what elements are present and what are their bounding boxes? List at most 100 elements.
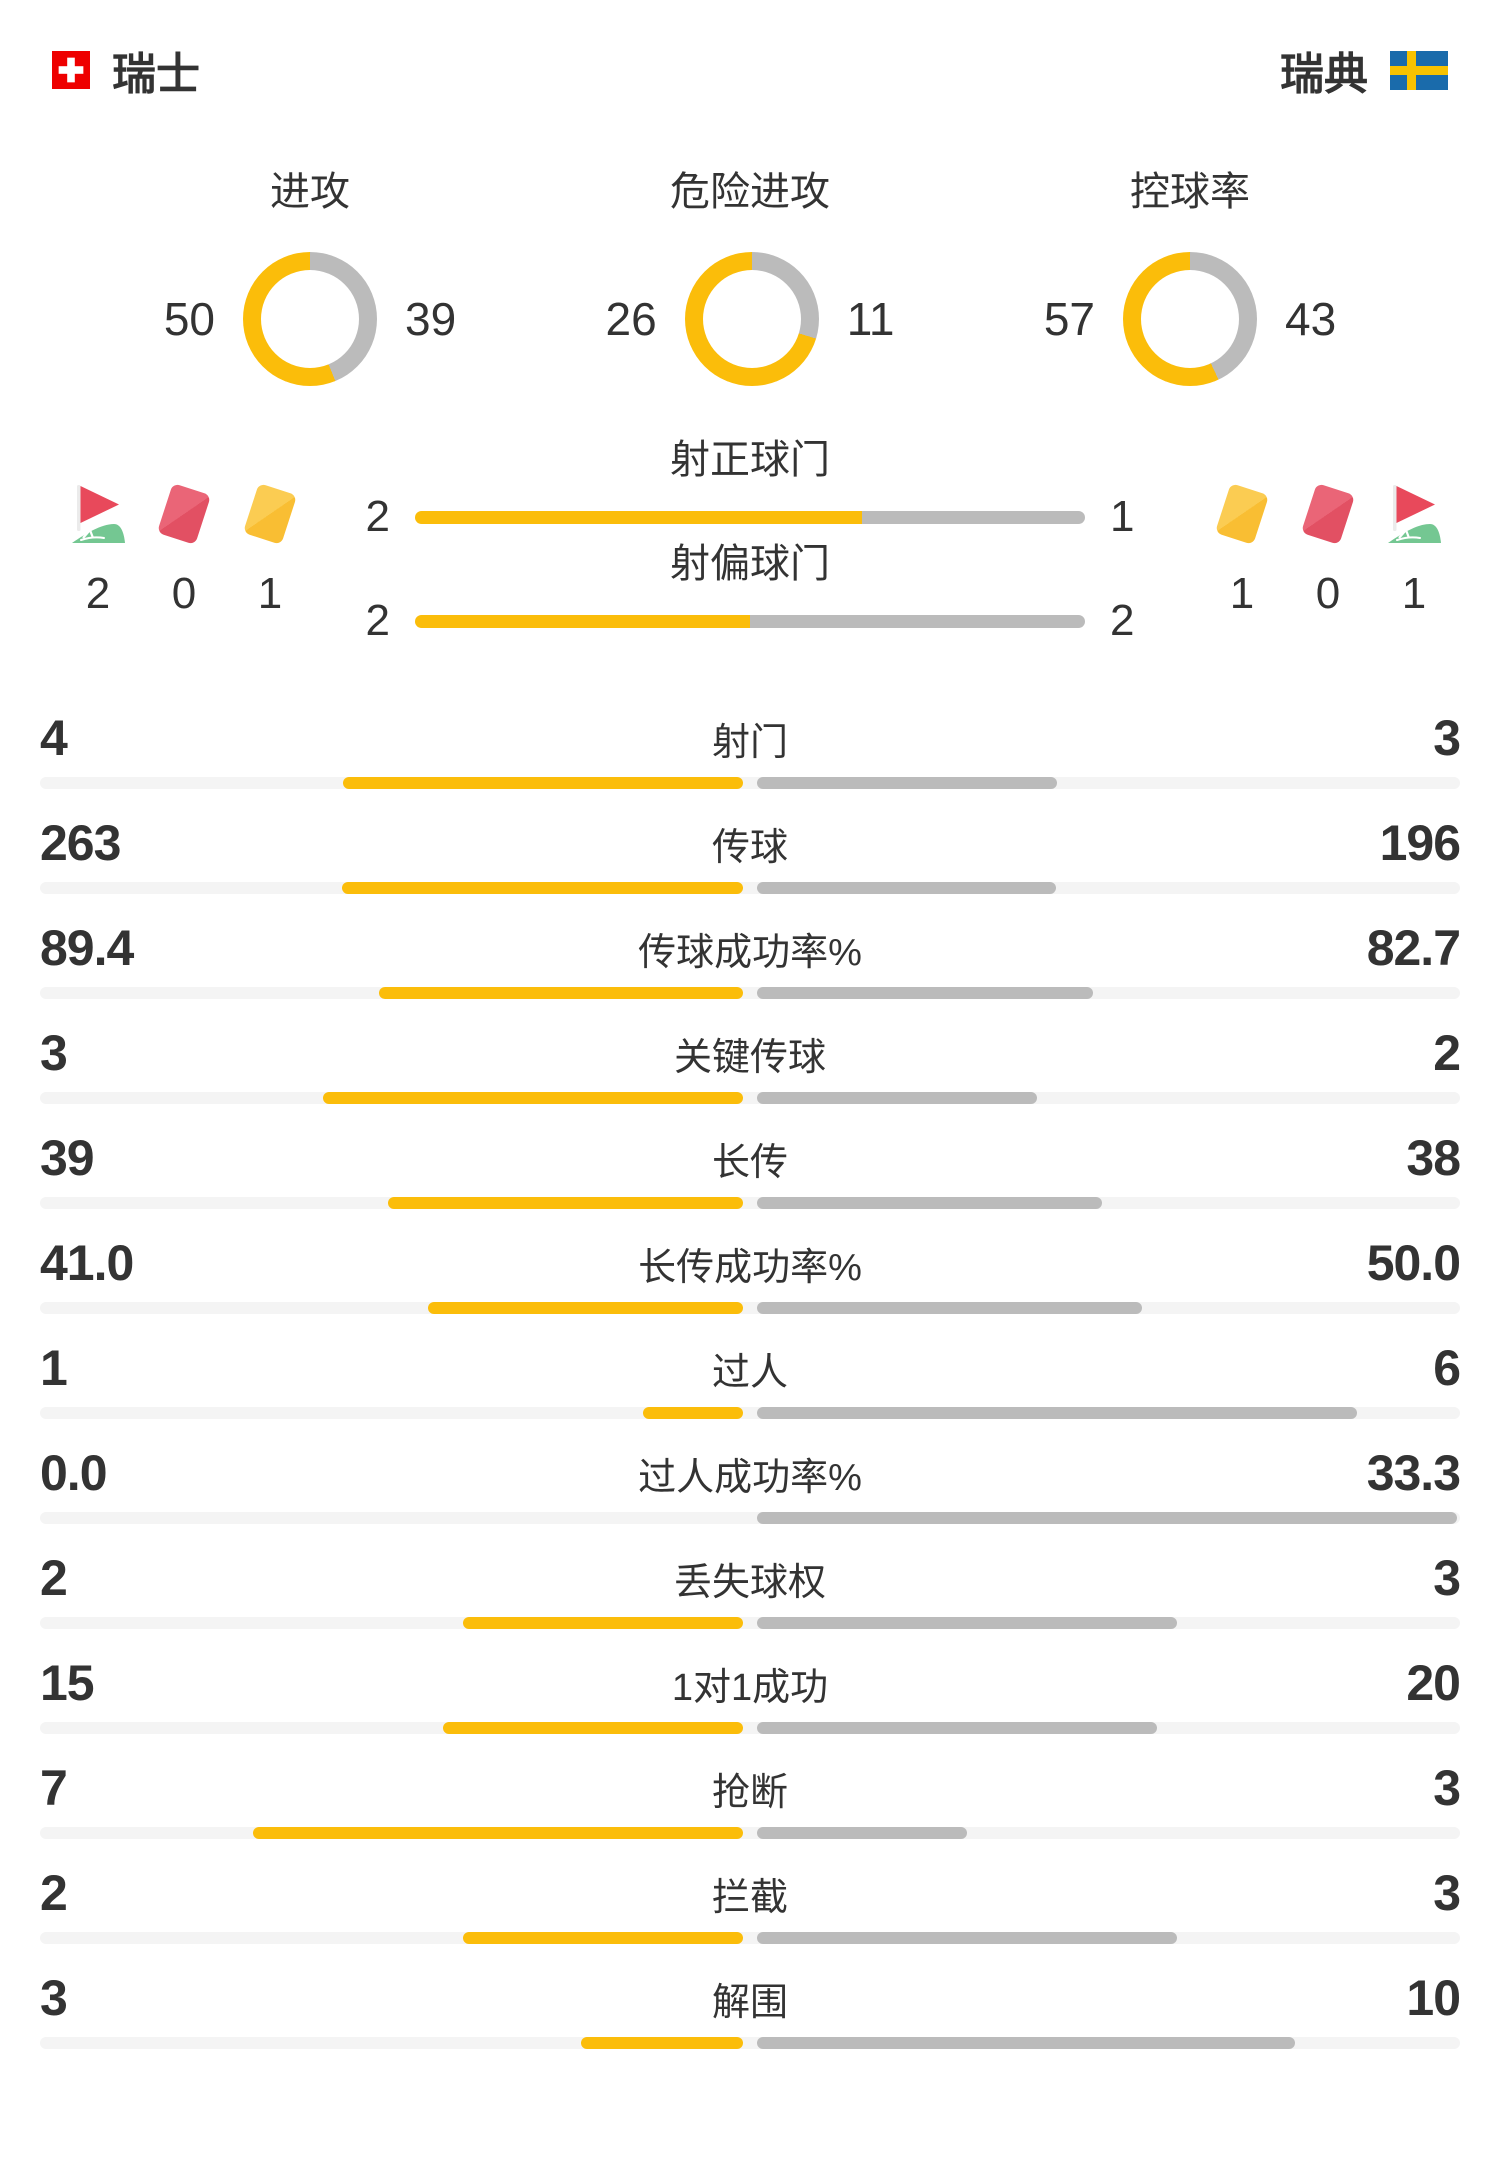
- stat-away-value: 3: [1433, 1865, 1461, 1921]
- stat-away-value: 3: [1433, 710, 1461, 766]
- home-discipline-icons: [70, 481, 298, 547]
- home-bar: [343, 777, 743, 789]
- stat-bar-track: [40, 1722, 1460, 1734]
- stat-label: 长传成功率%: [638, 1246, 862, 1289]
- stat-home-value: 1: [40, 1340, 68, 1396]
- home-bar: [427, 1302, 743, 1314]
- red-card-icon: [156, 481, 212, 547]
- home-bar: [415, 510, 862, 524]
- switzerland-flag-icon: [52, 51, 90, 89]
- stat-row: 1 过人 6: [40, 1322, 1461, 1427]
- stat-home-value: 4: [40, 710, 68, 766]
- home-bar: [415, 614, 750, 628]
- stat-row: 0.0 过人成功率% 33.3: [40, 1427, 1461, 1532]
- stat-away-value: 196: [1379, 815, 1461, 871]
- stat-bar-track: [40, 2037, 1460, 2049]
- home-yellow-card-count: 1: [257, 569, 283, 618]
- home-bar: [581, 2037, 743, 2049]
- shot-bar-label: 射正球门: [670, 438, 830, 482]
- stat-bar-track: [40, 1407, 1460, 1419]
- shot-bar-row: 2 1: [345, 492, 1155, 541]
- shots-section: 2 0 1: [0, 435, 1500, 667]
- stat-home-value: 39: [40, 1130, 95, 1186]
- stat-row: 3 关键传球 2: [40, 1007, 1461, 1112]
- stats-list: 4 射门 3 263 传球 196 89.4 传球成功率% 82.7: [0, 692, 1500, 2057]
- stat-head: 7 抢断 3: [40, 1760, 1461, 1816]
- stat-row: 15 1对1成功 20: [40, 1637, 1461, 1742]
- away-bar: [750, 614, 1085, 628]
- away-bar: [757, 1932, 1177, 1944]
- stat-home-value: 3: [40, 1970, 68, 2026]
- stat-away-value: 3: [1433, 1760, 1461, 1816]
- match-header: 瑞士 瑞典: [52, 40, 1448, 100]
- stat-bar-track: [40, 1932, 1460, 1944]
- stat-bar-track: [40, 1092, 1460, 1104]
- stat-away-value: 33.3: [1366, 1445, 1461, 1501]
- shot-bars: 射正球门 2 1 射偏球门 2 2: [345, 435, 1155, 645]
- donut-title: 危险进攻: [670, 170, 830, 214]
- home-discipline-counts: 2 0 1: [70, 569, 298, 619]
- stat-home-value: 2: [40, 1550, 68, 1606]
- stat-bar-track: [40, 777, 1460, 789]
- donut-ring: [1123, 252, 1257, 386]
- stat-label: 解围: [712, 1981, 789, 2024]
- stat-head: 15 1对1成功 20: [40, 1655, 1461, 1711]
- stat-label: 过人成功率%: [638, 1456, 862, 1499]
- home-team: 瑞士: [52, 38, 200, 102]
- away-corner-count: 1: [1401, 569, 1427, 618]
- away-yellow-card-count: 1: [1229, 569, 1255, 618]
- shot-bar: [415, 510, 1085, 524]
- shot-home-value: 2: [365, 492, 390, 541]
- stat-row: 89.4 传球成功率% 82.7: [40, 902, 1461, 1007]
- stat-label: 长传: [712, 1141, 789, 1184]
- home-bar: [463, 1617, 743, 1629]
- stat-bar-track: [40, 1617, 1460, 1629]
- stat-home-value: 263: [40, 815, 121, 871]
- away-bar: [757, 1512, 1457, 1524]
- shot-bar-block: 射偏球门 2 2: [345, 539, 1155, 645]
- home-bar: [463, 1932, 743, 1944]
- stat-row: 3 解围 10: [40, 1952, 1461, 2057]
- away-red-card-count: 0: [1315, 569, 1341, 618]
- stat-bar-track: [40, 987, 1460, 999]
- home-bar: [253, 1827, 743, 1839]
- stat-home-value: 89.4: [40, 920, 134, 976]
- shot-away-value: 1: [1110, 492, 1135, 541]
- stat-home-value: 0.0: [40, 1445, 108, 1501]
- yellow-card-icon: [1214, 481, 1270, 547]
- stat-row: 2 拦截 3: [40, 1847, 1461, 1952]
- donut-row: 57 43: [1044, 252, 1336, 386]
- stat-label: 1对1成功: [671, 1666, 829, 1709]
- home-bar: [643, 1407, 743, 1419]
- stat-head: 1 过人 6: [40, 1340, 1461, 1396]
- stat-head: 3 解围 10: [40, 1970, 1461, 2026]
- stat-bar-track: [40, 882, 1460, 894]
- away-team-name: 瑞典: [1280, 50, 1368, 99]
- stat-label: 传球: [712, 826, 789, 869]
- stat-row: 2 丢失球权 3: [40, 1532, 1461, 1637]
- donut-home-value: 26: [605, 293, 657, 345]
- away-bar: [757, 1407, 1357, 1419]
- shot-bar-block: 射正球门 2 1: [345, 435, 1155, 541]
- donut-row: 26 11: [605, 252, 894, 386]
- sweden-flag-icon: [1390, 50, 1448, 90]
- donut-ring: [684, 252, 819, 386]
- away-bar: [757, 987, 1094, 999]
- shot-away-value: 2: [1110, 596, 1135, 645]
- away-bar: [757, 777, 1057, 789]
- away-bar: [757, 1197, 1103, 1209]
- away-bar: [757, 1827, 967, 1839]
- stat-head: 263 传球 196: [40, 815, 1461, 871]
- stat-head: 89.4 传球成功率% 82.7: [40, 920, 1461, 976]
- home-bar: [443, 1722, 743, 1734]
- donut-ring: [243, 252, 377, 386]
- home-corner-count: 2: [85, 569, 111, 618]
- home-red-card-count: 0: [171, 569, 197, 618]
- stat-head: 2 丢失球权 3: [40, 1550, 1461, 1606]
- home-bar: [388, 1197, 743, 1209]
- away-bar: [757, 1617, 1177, 1629]
- donut-home-value: 57: [1043, 293, 1095, 345]
- stat-row: 263 传球 196: [40, 797, 1461, 902]
- donut-home-value: 50: [163, 293, 215, 345]
- donut-title: 控球率: [1130, 170, 1250, 214]
